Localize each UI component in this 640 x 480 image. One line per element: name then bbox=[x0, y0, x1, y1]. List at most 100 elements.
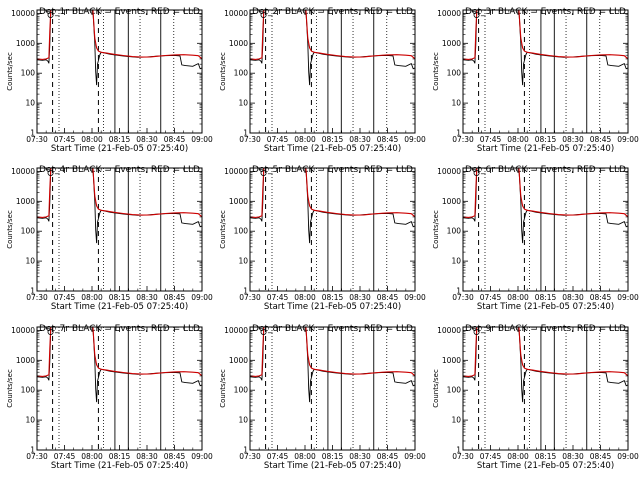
x-tick-label: 08:45 bbox=[590, 452, 612, 461]
event-marker bbox=[260, 169, 267, 176]
x-tick-label: 07:45 bbox=[480, 452, 502, 461]
y-tick-label: 100 bbox=[447, 227, 462, 236]
y-tick-label: 1 bbox=[30, 287, 35, 296]
y-tick-label: 10000 bbox=[224, 326, 248, 335]
y-tick-label: 10000 bbox=[11, 326, 35, 335]
x-tick-label: 08:15 bbox=[535, 293, 557, 302]
y-tick-label: 10 bbox=[451, 99, 461, 108]
y-tick-label: 1 bbox=[243, 446, 248, 455]
x-tick-label: 08:15 bbox=[109, 135, 131, 144]
x-tick-label: 08:45 bbox=[377, 452, 399, 461]
plot-frame bbox=[462, 326, 629, 451]
event-marker bbox=[47, 11, 54, 18]
x-tick-label: 08:15 bbox=[109, 293, 131, 302]
x-tick-label: 08:45 bbox=[377, 293, 399, 302]
x-tick-label: 08:45 bbox=[164, 452, 186, 461]
y-tick-label: 10 bbox=[25, 416, 35, 425]
y-axis-label: Counts/sec bbox=[432, 52, 440, 91]
chart-panel: Det_1r BLACK = Events, RED = LLDCounts/s… bbox=[6, 7, 213, 154]
x-tick-label: 08:00 bbox=[81, 293, 103, 302]
x-tick-label: 08:30 bbox=[349, 452, 371, 461]
y-axis-label: Counts/sec bbox=[6, 210, 14, 249]
y-tick-label: 1000 bbox=[16, 356, 35, 365]
y-tick-label: 100 bbox=[234, 386, 249, 395]
x-tick-label: 09:00 bbox=[404, 135, 426, 144]
series-line bbox=[463, 327, 628, 403]
y-tick-label: 1000 bbox=[16, 39, 35, 48]
chart-panel: Det_5r BLACK = Events, RED = LLDCounts/s… bbox=[219, 165, 426, 312]
x-tick-label: 08:00 bbox=[294, 135, 316, 144]
y-tick-label: 100 bbox=[447, 69, 462, 78]
x-axis-label: Start Time (21-Feb-05 07:25:40) bbox=[264, 302, 401, 312]
event-marker bbox=[473, 11, 480, 18]
event-marker bbox=[473, 169, 480, 176]
x-tick-label: 08:00 bbox=[294, 452, 316, 461]
y-tick-label: 1 bbox=[456, 287, 461, 296]
y-tick-label: 1000 bbox=[442, 39, 461, 48]
y-tick-label: 1000 bbox=[442, 356, 461, 365]
x-tick-label: 08:30 bbox=[562, 293, 584, 302]
x-tick-label: 08:30 bbox=[349, 293, 371, 302]
plot-frame bbox=[36, 326, 203, 451]
x-tick-label: 08:00 bbox=[81, 135, 103, 144]
x-tick-label: 07:30 bbox=[26, 452, 48, 461]
x-tick-label: 07:45 bbox=[480, 135, 502, 144]
x-tick-label: 07:30 bbox=[26, 293, 48, 302]
y-axis-label: Counts/sec bbox=[219, 369, 227, 408]
y-tick-label: 10000 bbox=[11, 167, 35, 176]
y-tick-label: 1 bbox=[30, 129, 35, 138]
x-tick-label: 08:15 bbox=[322, 293, 344, 302]
x-axis-label: Start Time (21-Feb-05 07:25:40) bbox=[477, 144, 614, 154]
series-line bbox=[463, 327, 628, 377]
y-tick-label: 100 bbox=[21, 386, 36, 395]
x-axis-label: Start Time (21-Feb-05 07:25:40) bbox=[264, 461, 401, 471]
y-axis-label: Counts/sec bbox=[6, 52, 14, 91]
y-tick-label: 100 bbox=[234, 69, 249, 78]
y-tick-label: 1000 bbox=[16, 197, 35, 206]
y-tick-label: 10000 bbox=[224, 167, 248, 176]
series-line bbox=[250, 168, 415, 218]
series-line bbox=[37, 10, 202, 86]
x-tick-label: 07:30 bbox=[452, 135, 474, 144]
chart-panel: Det_3r BLACK = Events, RED = LLDCounts/s… bbox=[432, 7, 639, 154]
y-axis-label: Counts/sec bbox=[219, 52, 227, 91]
x-tick-label: 09:00 bbox=[617, 452, 639, 461]
y-tick-label: 100 bbox=[21, 227, 36, 236]
x-tick-label: 08:00 bbox=[507, 452, 529, 461]
x-tick-label: 07:30 bbox=[239, 293, 261, 302]
x-tick-label: 09:00 bbox=[191, 293, 213, 302]
x-tick-label: 08:45 bbox=[164, 135, 186, 144]
x-tick-label: 07:30 bbox=[452, 293, 474, 302]
y-tick-label: 1000 bbox=[229, 39, 248, 48]
series-line bbox=[250, 10, 415, 86]
x-tick-label: 09:00 bbox=[617, 293, 639, 302]
chart-panel: Det_8r BLACK = Events, RED = LLDCounts/s… bbox=[219, 324, 426, 471]
x-axis-label: Start Time (21-Feb-05 07:25:40) bbox=[477, 461, 614, 471]
y-axis-label: Counts/sec bbox=[219, 210, 227, 249]
x-tick-label: 08:45 bbox=[377, 135, 399, 144]
event-marker bbox=[260, 328, 267, 335]
y-tick-label: 1000 bbox=[229, 197, 248, 206]
event-marker bbox=[473, 328, 480, 335]
y-tick-label: 10 bbox=[238, 257, 248, 266]
x-tick-label: 09:00 bbox=[617, 135, 639, 144]
x-axis-label: Start Time (21-Feb-05 07:25:40) bbox=[477, 302, 614, 312]
x-tick-label: 09:00 bbox=[404, 452, 426, 461]
x-tick-label: 07:45 bbox=[54, 452, 76, 461]
x-tick-label: 08:30 bbox=[136, 135, 158, 144]
y-tick-label: 1000 bbox=[442, 197, 461, 206]
chart-panel: Det_4r BLACK = Events, RED = LLDCounts/s… bbox=[6, 165, 213, 312]
x-tick-label: 07:45 bbox=[54, 135, 76, 144]
x-tick-label: 08:15 bbox=[535, 135, 557, 144]
chart-panel: Det_7r BLACK = Events, RED = LLDCounts/s… bbox=[6, 324, 213, 471]
y-tick-label: 1 bbox=[456, 129, 461, 138]
series-line bbox=[463, 168, 628, 244]
y-tick-label: 10000 bbox=[437, 326, 461, 335]
plot-frame bbox=[36, 9, 203, 134]
y-tick-label: 1000 bbox=[229, 356, 248, 365]
series-line bbox=[37, 327, 202, 403]
x-tick-label: 08:00 bbox=[294, 293, 316, 302]
x-tick-label: 07:30 bbox=[26, 135, 48, 144]
y-tick-label: 100 bbox=[234, 227, 249, 236]
